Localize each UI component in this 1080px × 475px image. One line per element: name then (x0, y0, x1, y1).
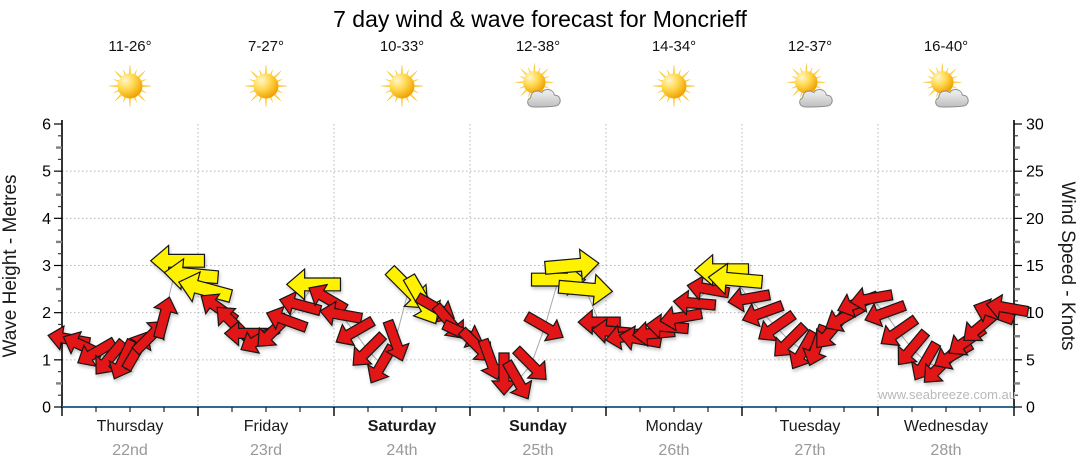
axes: 0 1 2 3 4 5 6 0 5 10 15 20 25 30 Wave Height - Metres W… (0, 117, 1078, 417)
wind-arrow (149, 244, 206, 278)
day-header: 7-27° (201, 38, 331, 115)
wind-arrow (319, 300, 364, 327)
wind-arrow (95, 337, 128, 375)
wind-arrow (511, 345, 547, 381)
wind-arrow (265, 305, 309, 333)
wind-arrow (501, 359, 533, 400)
page-title: 7 day wind & wave forecast for Moncrieff (333, 6, 747, 32)
temp-range: 16-40° (923, 38, 969, 55)
svg-text:1: 1 (42, 352, 51, 369)
x-label-day: Tuesday (779, 418, 841, 435)
day-header: 12-37° (745, 38, 875, 115)
right-axis-title: Wind Speed - Knots (1057, 182, 1078, 351)
svg-text:0: 0 (42, 400, 51, 417)
wind-arrow (557, 273, 614, 307)
svg-text:25: 25 (1026, 164, 1044, 181)
x-label-day: Thursday (96, 418, 164, 435)
x-label-day: Wednesday (903, 418, 989, 435)
wind-arrow (849, 286, 894, 313)
wind-arrow (223, 320, 268, 347)
day-header: 11-26° (65, 38, 195, 115)
wind-arrow (278, 290, 323, 317)
sun-cloud-icon (512, 62, 564, 110)
temp-range: 7-27° (247, 38, 285, 55)
wind-arrow (352, 331, 388, 366)
wind-arrow (308, 283, 349, 315)
temp-range: 11-26° (108, 38, 152, 55)
x-label-date: 28th (930, 442, 962, 459)
x-label-day: Sunday (509, 418, 567, 435)
svg-text:10: 10 (1026, 305, 1044, 322)
x-label-date: 24th (386, 442, 418, 459)
x-label-day: Saturday (367, 418, 437, 435)
wind-arrow (544, 248, 600, 282)
wind-arrow (335, 315, 376, 347)
temp-range: 14-34° (651, 38, 697, 55)
sun-cloud-icon (784, 62, 836, 110)
wind-arrow (382, 318, 410, 362)
wind-arrow (672, 289, 717, 316)
temp-range: 12-37° (787, 38, 833, 55)
temp-range: 10-33° (379, 38, 425, 55)
x-label-date: 27th (794, 442, 826, 459)
x-label-date: 25th (522, 442, 554, 459)
watermark: www.seabreeze.com.au (878, 387, 1017, 402)
wind-arrow (285, 267, 342, 302)
wind-arrow (897, 328, 931, 366)
day-header: 16-40° (881, 38, 1011, 115)
svg-text:3: 3 (42, 258, 51, 275)
wind-arrow (77, 336, 118, 368)
svg-text:2: 2 (42, 305, 51, 322)
x-label-day: Friday (243, 418, 289, 435)
sun-icon (240, 62, 292, 110)
wind-arrow (864, 300, 908, 328)
svg-text:15: 15 (1026, 258, 1044, 275)
temp-range: 12-38° (515, 38, 561, 55)
sun-cloud-icon (920, 62, 972, 110)
wind-arrow (707, 262, 764, 296)
wind-arrow (727, 286, 772, 313)
x-label-date: 26th (658, 442, 690, 459)
wind-arrow (880, 314, 920, 347)
svg-text:5: 5 (42, 164, 51, 181)
wind-arrow (152, 296, 179, 340)
day-header: 10-33° (337, 38, 467, 115)
wind-arrow (985, 293, 1030, 320)
day-header: 12-38° (473, 38, 603, 115)
svg-text:30: 30 (1026, 117, 1044, 134)
wind-arrow (490, 352, 518, 396)
svg-text:4: 4 (42, 211, 51, 228)
x-label-date: 22nd (112, 442, 148, 459)
svg-text:20: 20 (1026, 211, 1044, 228)
svg-text:6: 6 (42, 117, 51, 134)
wind-arrow (741, 300, 785, 328)
day-header: 14-34° (609, 38, 739, 115)
wind-arrow (645, 312, 690, 340)
wind-arrow (758, 309, 797, 342)
wind-arrow (577, 308, 621, 336)
svg-text:0: 0 (1026, 400, 1035, 417)
x-label-date: 23rd (249, 442, 283, 459)
left-axis-title: Wave Height - Metres (0, 174, 21, 357)
svg-text:5: 5 (1026, 352, 1035, 369)
wind-arrow (523, 311, 564, 342)
sun-icon (376, 62, 428, 110)
wind-arrow (659, 305, 704, 332)
sun-icon (648, 62, 700, 110)
sun-icon (104, 62, 156, 110)
x-label-day: Monday (645, 418, 703, 435)
wind-arrows (47, 244, 1030, 400)
